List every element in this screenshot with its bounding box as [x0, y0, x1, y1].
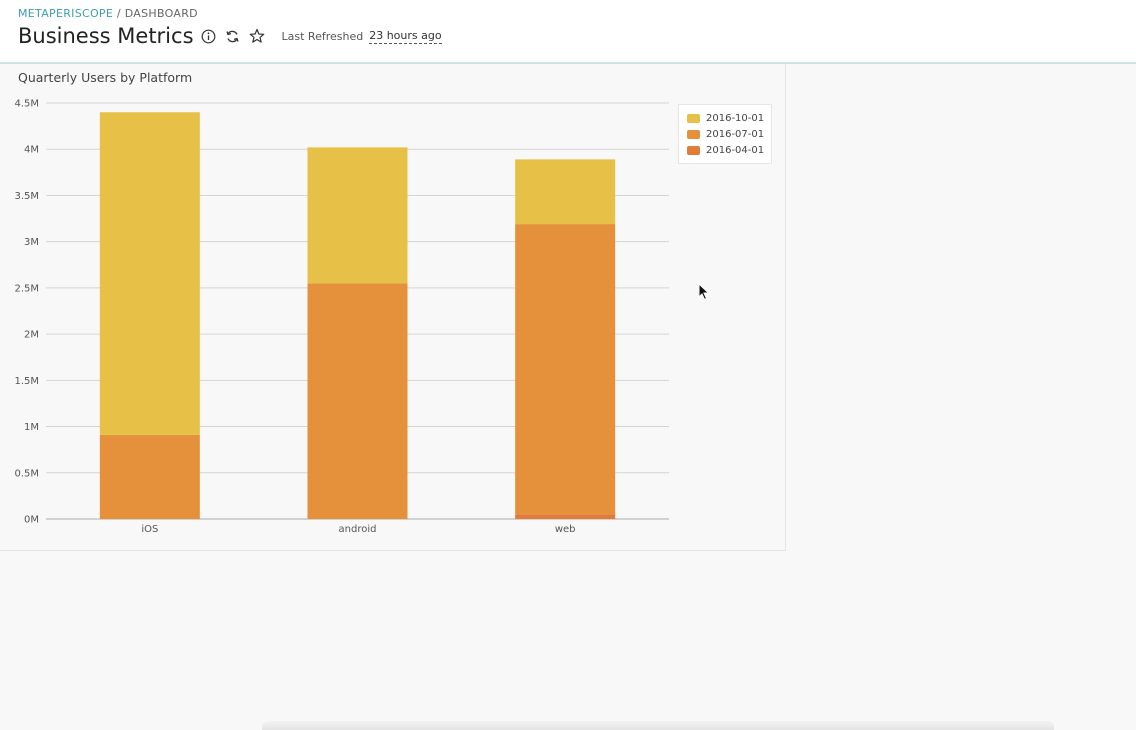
y-tick-label: 0M	[24, 515, 39, 526]
legend-label: 2016-04-01	[706, 144, 765, 156]
y-tick-label: 2.5M	[14, 283, 39, 294]
x-tick-label: android	[339, 524, 377, 535]
mouse-cursor-icon	[698, 282, 710, 305]
chart-legend: 2016-10-01 2016-07-01 2016-04-01	[678, 104, 772, 164]
breadcrumb-app-link[interactable]: METAPERISCOPE	[18, 7, 114, 20]
chart-title: Quarterly Users by Platform	[18, 70, 193, 85]
y-tick-label: 1.5M	[14, 376, 39, 387]
bar-segment	[307, 283, 408, 519]
legend-swatch	[687, 129, 700, 139]
title-row: Business Metrics Last Refreshed 23 hours…	[18, 22, 442, 50]
y-tick-label: 0.5M	[14, 468, 39, 479]
y-tick-label: 3M	[24, 237, 39, 248]
bar-segment	[307, 147, 408, 284]
bottom-scroll-shadow	[262, 721, 1054, 730]
bar-segment	[99, 434, 200, 519]
last-refreshed-label: Last Refreshed	[281, 29, 364, 43]
legend-item[interactable]: 2016-04-01	[687, 142, 771, 158]
x-tick-label: iOS	[141, 524, 158, 535]
breadcrumb-separator: /	[116, 7, 121, 20]
refresh-icon[interactable]	[224, 27, 242, 45]
bar-segment	[99, 112, 200, 435]
stacked-bar-chart: 0M 0.5M 1M 1.5M 2M 2.5M 3M 3.5M 4M 4.5M iOS android…	[14, 99, 669, 535]
star-icon[interactable]	[248, 27, 266, 45]
legend-label: 2016-10-01	[706, 112, 765, 124]
y-tick-label: 2M	[24, 330, 39, 341]
info-icon[interactable]	[200, 27, 218, 45]
page-title: Business Metrics	[18, 24, 194, 48]
bar-segment	[515, 159, 616, 225]
y-tick-label: 3.5M	[14, 191, 39, 202]
x-tick-label: web	[555, 524, 576, 535]
legend-item[interactable]: 2016-10-01	[687, 110, 771, 126]
dashboard-header: METAPERISCOPE / DASHBOARD Business Metri…	[0, 0, 1136, 64]
chart-panel: Quarterly Users by Platform 0M 0.5M 1M 1.5M…	[0, 64, 786, 551]
y-tick-label: 1M	[24, 422, 39, 433]
legend-swatch	[687, 145, 700, 155]
y-tick-label: 4.5M	[14, 99, 39, 110]
legend-label: 2016-07-01	[706, 128, 765, 140]
bar-segment	[515, 224, 616, 515]
breadcrumb-page: DASHBOARD	[124, 7, 198, 20]
bar-segment	[515, 514, 616, 519]
y-tick-label: 4M	[24, 145, 39, 156]
last-refreshed-value[interactable]: 23 hours ago	[369, 28, 442, 44]
breadcrumb: METAPERISCOPE / DASHBOARD	[18, 7, 198, 20]
legend-swatch	[687, 113, 700, 123]
legend-item[interactable]: 2016-07-01	[687, 126, 771, 142]
